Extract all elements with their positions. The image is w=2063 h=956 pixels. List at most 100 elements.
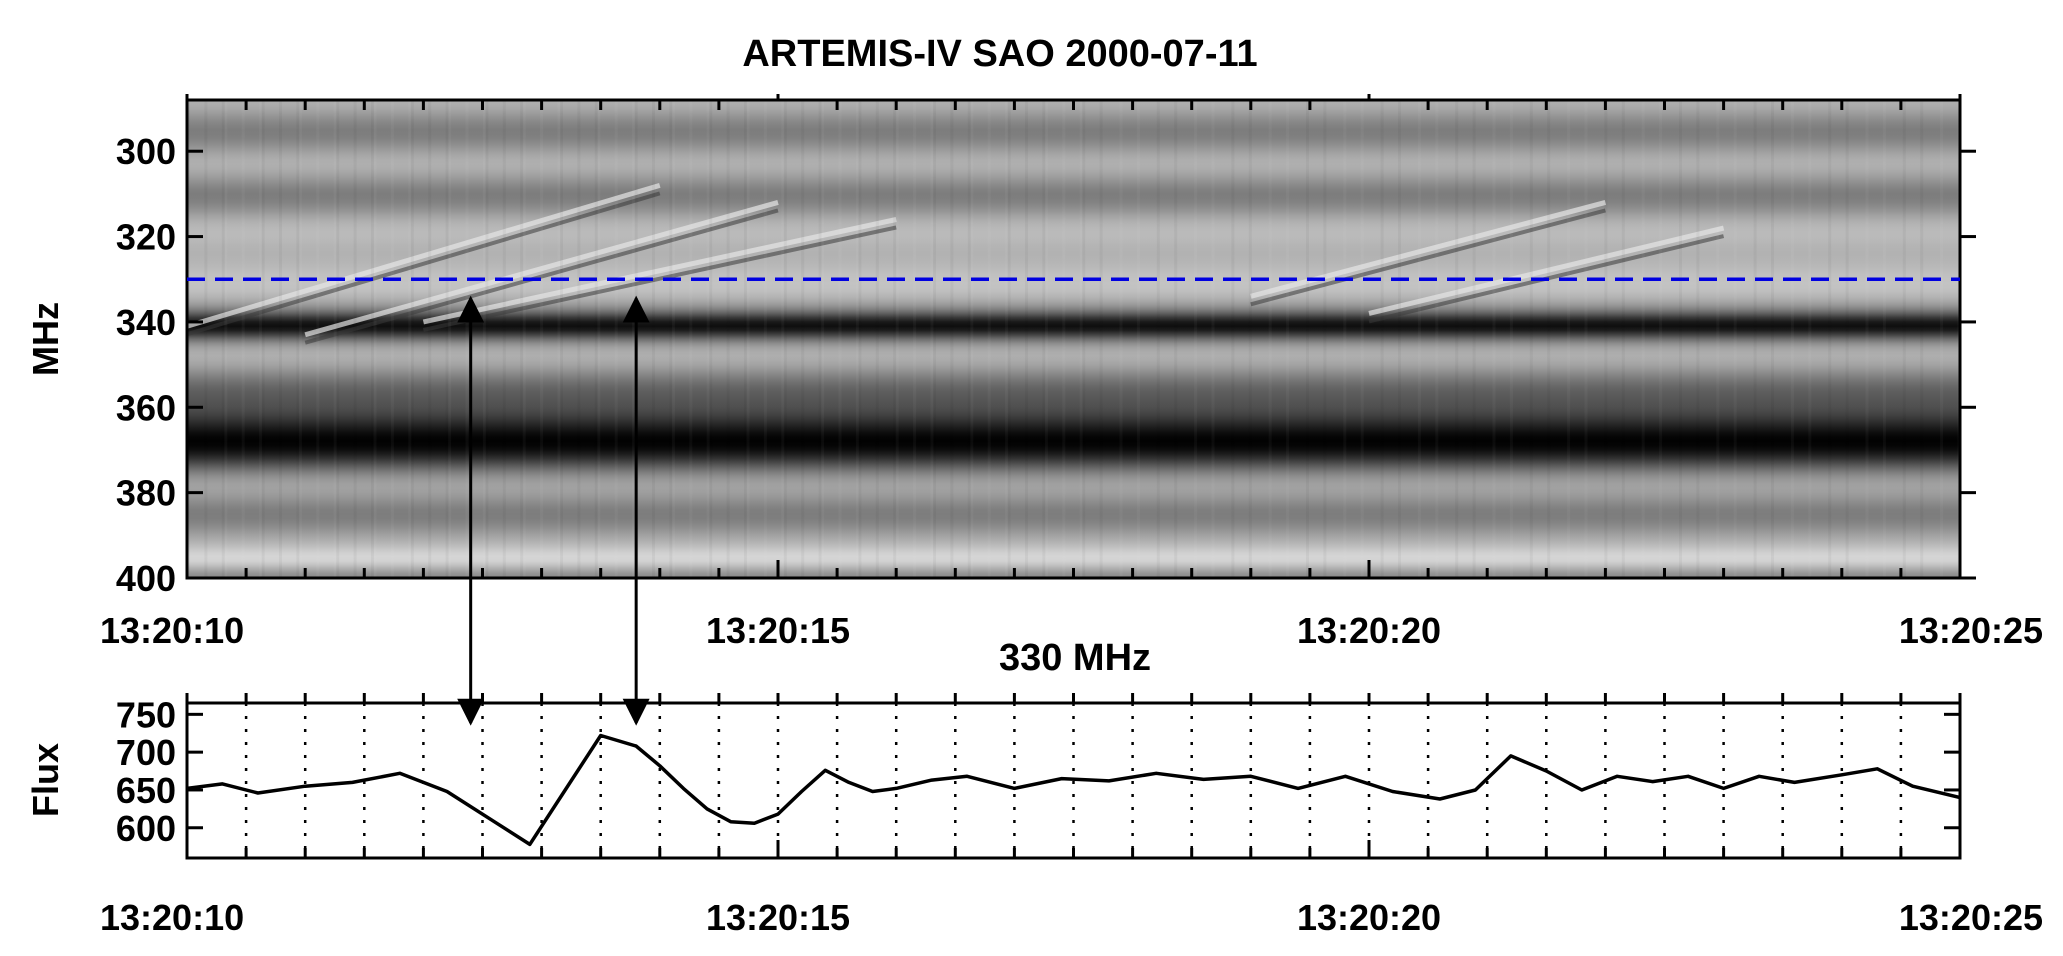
noise-stripe <box>371 100 374 578</box>
noise-stripe <box>446 100 449 578</box>
noise-stripe <box>1435 100 1438 578</box>
noise-stripe <box>727 100 730 578</box>
noise-stripe <box>595 100 598 578</box>
flux-x-tick-label: 13:20:15 <box>706 897 850 938</box>
flux-series-line <box>187 736 1960 845</box>
noise-stripe <box>1585 100 1588 578</box>
noise-stripe <box>1659 100 1662 578</box>
noise-stripe <box>632 100 635 578</box>
flux-y-tick-label: 600 <box>116 808 176 849</box>
x-tick-label: 13:20:20 <box>1297 610 1441 651</box>
y-tick-label: 300 <box>116 131 176 172</box>
noise-stripe <box>781 100 784 578</box>
noise-stripe <box>483 100 486 578</box>
noise-stripe <box>1120 100 1123 578</box>
noise-stripe <box>1696 100 1699 578</box>
noise-stripe <box>1622 100 1625 578</box>
noise-stripe <box>689 100 692 578</box>
noise-stripe <box>1062 100 1065 578</box>
x-tick-label: 13:20:10 <box>100 610 244 651</box>
noise-stripe <box>242 100 245 578</box>
noise-stripe <box>1005 100 1008 578</box>
noise-stripe <box>558 100 561 578</box>
noise-stripe <box>1530 100 1533 578</box>
noise-stripe <box>931 100 934 578</box>
noise-stripe <box>1493 100 1496 578</box>
spectrogram-plot <box>187 100 1961 578</box>
noise-stripe <box>1754 100 1757 578</box>
noise-stripe <box>466 100 469 578</box>
noise-stripe <box>1903 100 1906 578</box>
noise-stripe <box>1547 100 1550 578</box>
flux-y-tick-label: 700 <box>116 732 176 773</box>
noise-stripe <box>1846 100 1849 578</box>
noise-stripe <box>1920 100 1923 578</box>
noise-stripe <box>1398 100 1401 578</box>
noise-stripe <box>1194 100 1197 578</box>
noise-stripe <box>334 100 337 578</box>
noise-stripe <box>520 100 523 578</box>
noise-stripe <box>839 100 842 578</box>
noise-stripe <box>913 100 916 578</box>
noise-stripe <box>744 100 747 578</box>
noise-stripe <box>1174 100 1177 578</box>
y-tick-label: 360 <box>116 387 176 428</box>
noise-stripe <box>1473 100 1476 578</box>
flux-ylabel: Flux <box>25 743 66 817</box>
noise-stripe <box>1100 100 1103 578</box>
noise-stripe <box>1361 100 1364 578</box>
noise-stripe <box>819 100 822 578</box>
noise-stripe <box>1323 100 1326 578</box>
noise-stripe <box>408 100 411 578</box>
noise-stripe <box>1418 100 1421 578</box>
noise-stripe <box>968 100 971 578</box>
noise-stripe <box>1940 100 1943 578</box>
noise-stripe <box>222 100 225 578</box>
spectrogram-intensity <box>187 100 1960 578</box>
noise-stripe <box>1771 100 1774 578</box>
x-tick-label: 13:20:15 <box>706 610 850 651</box>
noise-stripe <box>876 100 879 578</box>
noise-stripe <box>1791 100 1794 578</box>
noise-stripe <box>1212 100 1215 578</box>
noise-stripe <box>1249 100 1252 578</box>
noise-stripe <box>1381 100 1384 578</box>
spectrogram-title: ARTEMIS-IV SAO 2000-07-11 <box>742 33 1257 75</box>
noise-stripe <box>1734 100 1737 578</box>
noise-stripe <box>279 100 282 578</box>
noise-stripe <box>316 100 319 578</box>
noise-stripe <box>1025 100 1028 578</box>
noise-stripe <box>950 100 953 578</box>
noise-stripe <box>801 100 804 578</box>
noise-stripe <box>707 100 710 578</box>
y-tick-label: 400 <box>116 558 176 599</box>
noise-stripe <box>391 100 394 578</box>
y-tick-label: 320 <box>116 217 176 258</box>
noise-stripe <box>1269 100 1272 578</box>
noise-stripe <box>354 100 357 578</box>
flux-x-tick-label: 13:20:10 <box>100 897 244 938</box>
noise-stripe <box>1679 100 1682 578</box>
noise-stripe <box>1306 100 1309 578</box>
noise-stripe <box>1866 100 1869 578</box>
noise-stripe <box>1808 100 1811 578</box>
flux-x-tick-label: 13:20:25 <box>1899 897 2043 938</box>
noise-stripe <box>1286 100 1289 578</box>
noise-stripe <box>577 100 580 578</box>
noise-stripe <box>1567 100 1570 578</box>
noise-stripe <box>1137 100 1140 578</box>
noise-stripe <box>856 100 859 578</box>
noise-stripe <box>615 100 618 578</box>
flux-y-tick-label: 650 <box>116 770 176 811</box>
noise-stripe <box>1604 100 1607 578</box>
noise-stripe <box>503 100 506 578</box>
flux-y-tick-label: 750 <box>116 694 176 735</box>
noise-stripe <box>296 100 299 578</box>
y-tick-label: 340 <box>116 302 176 343</box>
flux-title: 330 MHz <box>999 637 1151 679</box>
noise-stripe <box>669 100 672 578</box>
noise-stripe <box>1455 100 1458 578</box>
noise-stripe <box>540 100 543 578</box>
noise-stripe <box>764 100 767 578</box>
